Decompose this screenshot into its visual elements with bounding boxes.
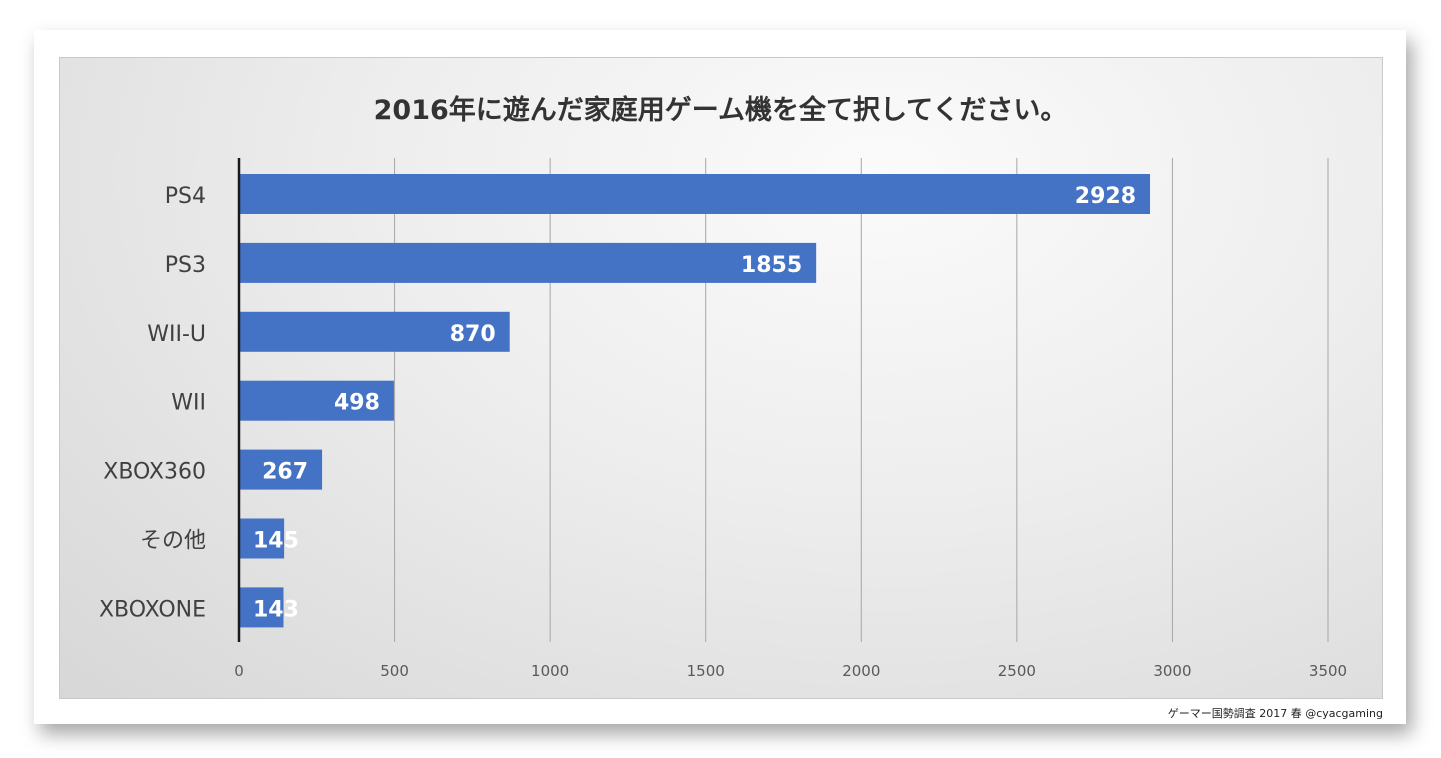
bar: [239, 587, 284, 628]
x-tick-label: 1000: [531, 662, 569, 680]
data-label: 145: [253, 529, 299, 554]
data-label: 870: [450, 322, 496, 347]
x-tick-label: 3000: [1153, 662, 1191, 680]
data-label: 1855: [741, 253, 802, 278]
x-tick-label: 500: [380, 662, 409, 680]
data-label: 143: [253, 597, 299, 622]
x-tick-label: 0: [234, 662, 244, 680]
bar: [239, 174, 1151, 214]
x-tick-label: 3500: [1309, 662, 1347, 680]
y-category-label: PS4: [165, 184, 206, 209]
bar: [239, 380, 394, 421]
source-credit: ゲーマー国勢調査 2017 春 @cyacgaming: [1167, 707, 1383, 720]
data-label: 2928: [1075, 184, 1136, 209]
y-category-label: その他: [140, 529, 206, 554]
x-tick-label: 2000: [842, 662, 880, 680]
bar: [239, 518, 285, 559]
data-label: 498: [334, 391, 380, 416]
x-tick-label: 1500: [687, 662, 725, 680]
bar: [239, 311, 510, 352]
y-category-label: XBOX360: [103, 460, 206, 485]
chart-title: 2016年に遊んだ家庭用ゲーム機を全て択してください。: [373, 95, 1068, 126]
data-label: 267: [262, 460, 308, 485]
y-category-label: WII: [171, 391, 206, 416]
bar: [239, 242, 817, 283]
x-tick-label: 2500: [998, 662, 1036, 680]
y-category-label: WII-U: [147, 322, 206, 347]
y-category-label: PS3: [165, 253, 206, 278]
bar: [239, 449, 323, 490]
y-category-label: XBOXONE: [99, 597, 206, 622]
